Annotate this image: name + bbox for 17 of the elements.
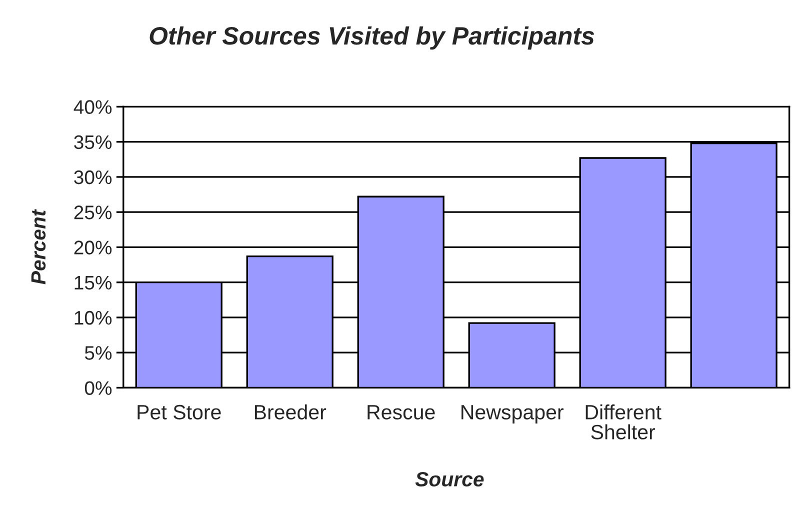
y-tick-label: 15% bbox=[74, 276, 112, 290]
x-tick-label: Different Shelter bbox=[586, 404, 662, 440]
y-tick-label: 40% bbox=[74, 100, 112, 114]
x-axis-title: Source bbox=[415, 472, 484, 486]
y-tick-label: 10% bbox=[74, 310, 112, 325]
y-tick-label: 5% bbox=[84, 346, 112, 360]
y-tick-label: 35% bbox=[74, 135, 112, 150]
y-tick-label: 0% bbox=[84, 381, 112, 395]
x-tick-label: Breeder bbox=[254, 404, 326, 420]
x-tick-label: Pet Store bbox=[138, 404, 221, 420]
x-tick-label: Rescue bbox=[368, 405, 435, 420]
y-tick-label: 20% bbox=[74, 240, 112, 254]
x-tick-label: Newspaper bbox=[462, 405, 564, 424]
y-tick-label: 25% bbox=[74, 206, 112, 220]
chart-title: Other Sources Visited by Participants bbox=[150, 26, 594, 50]
y-tick-label: 30% bbox=[74, 170, 112, 184]
y-axis-title: Percent bbox=[31, 209, 46, 284]
